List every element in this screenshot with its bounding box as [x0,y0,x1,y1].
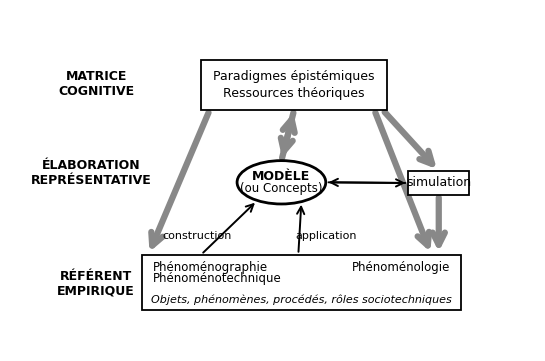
Text: (ou Concepts): (ou Concepts) [240,182,323,195]
Text: MATRICE
COGNITIVE: MATRICE COGNITIVE [59,70,135,97]
Text: construction: construction [162,231,232,241]
Text: Objets, phénomènes, procédés, rôles sociotechniques: Objets, phénomènes, procédés, rôles soci… [151,294,452,305]
Text: simulation: simulation [406,177,471,190]
Text: Phénoménologie: Phénoménologie [352,261,450,274]
Text: application: application [295,231,356,241]
Ellipse shape [237,161,326,204]
Text: Ressources théoriques: Ressources théoriques [223,87,365,100]
Text: Phénoménotechnique: Phénoménotechnique [153,272,281,285]
Text: Paradigmes épistémiques: Paradigmes épistémiques [213,70,375,83]
Text: Phénoménographie: Phénoménographie [153,261,268,274]
FancyBboxPatch shape [201,60,387,110]
Text: ÉLABORATION
REPRÉSENTATIVE: ÉLABORATION REPRÉSENTATIVE [31,158,152,187]
FancyBboxPatch shape [142,255,461,310]
FancyBboxPatch shape [408,171,469,195]
Text: MODÈLE: MODÈLE [252,170,311,183]
Text: RÉFÉRENT
EMPIRIQUE: RÉFÉRENT EMPIRIQUE [57,270,135,298]
